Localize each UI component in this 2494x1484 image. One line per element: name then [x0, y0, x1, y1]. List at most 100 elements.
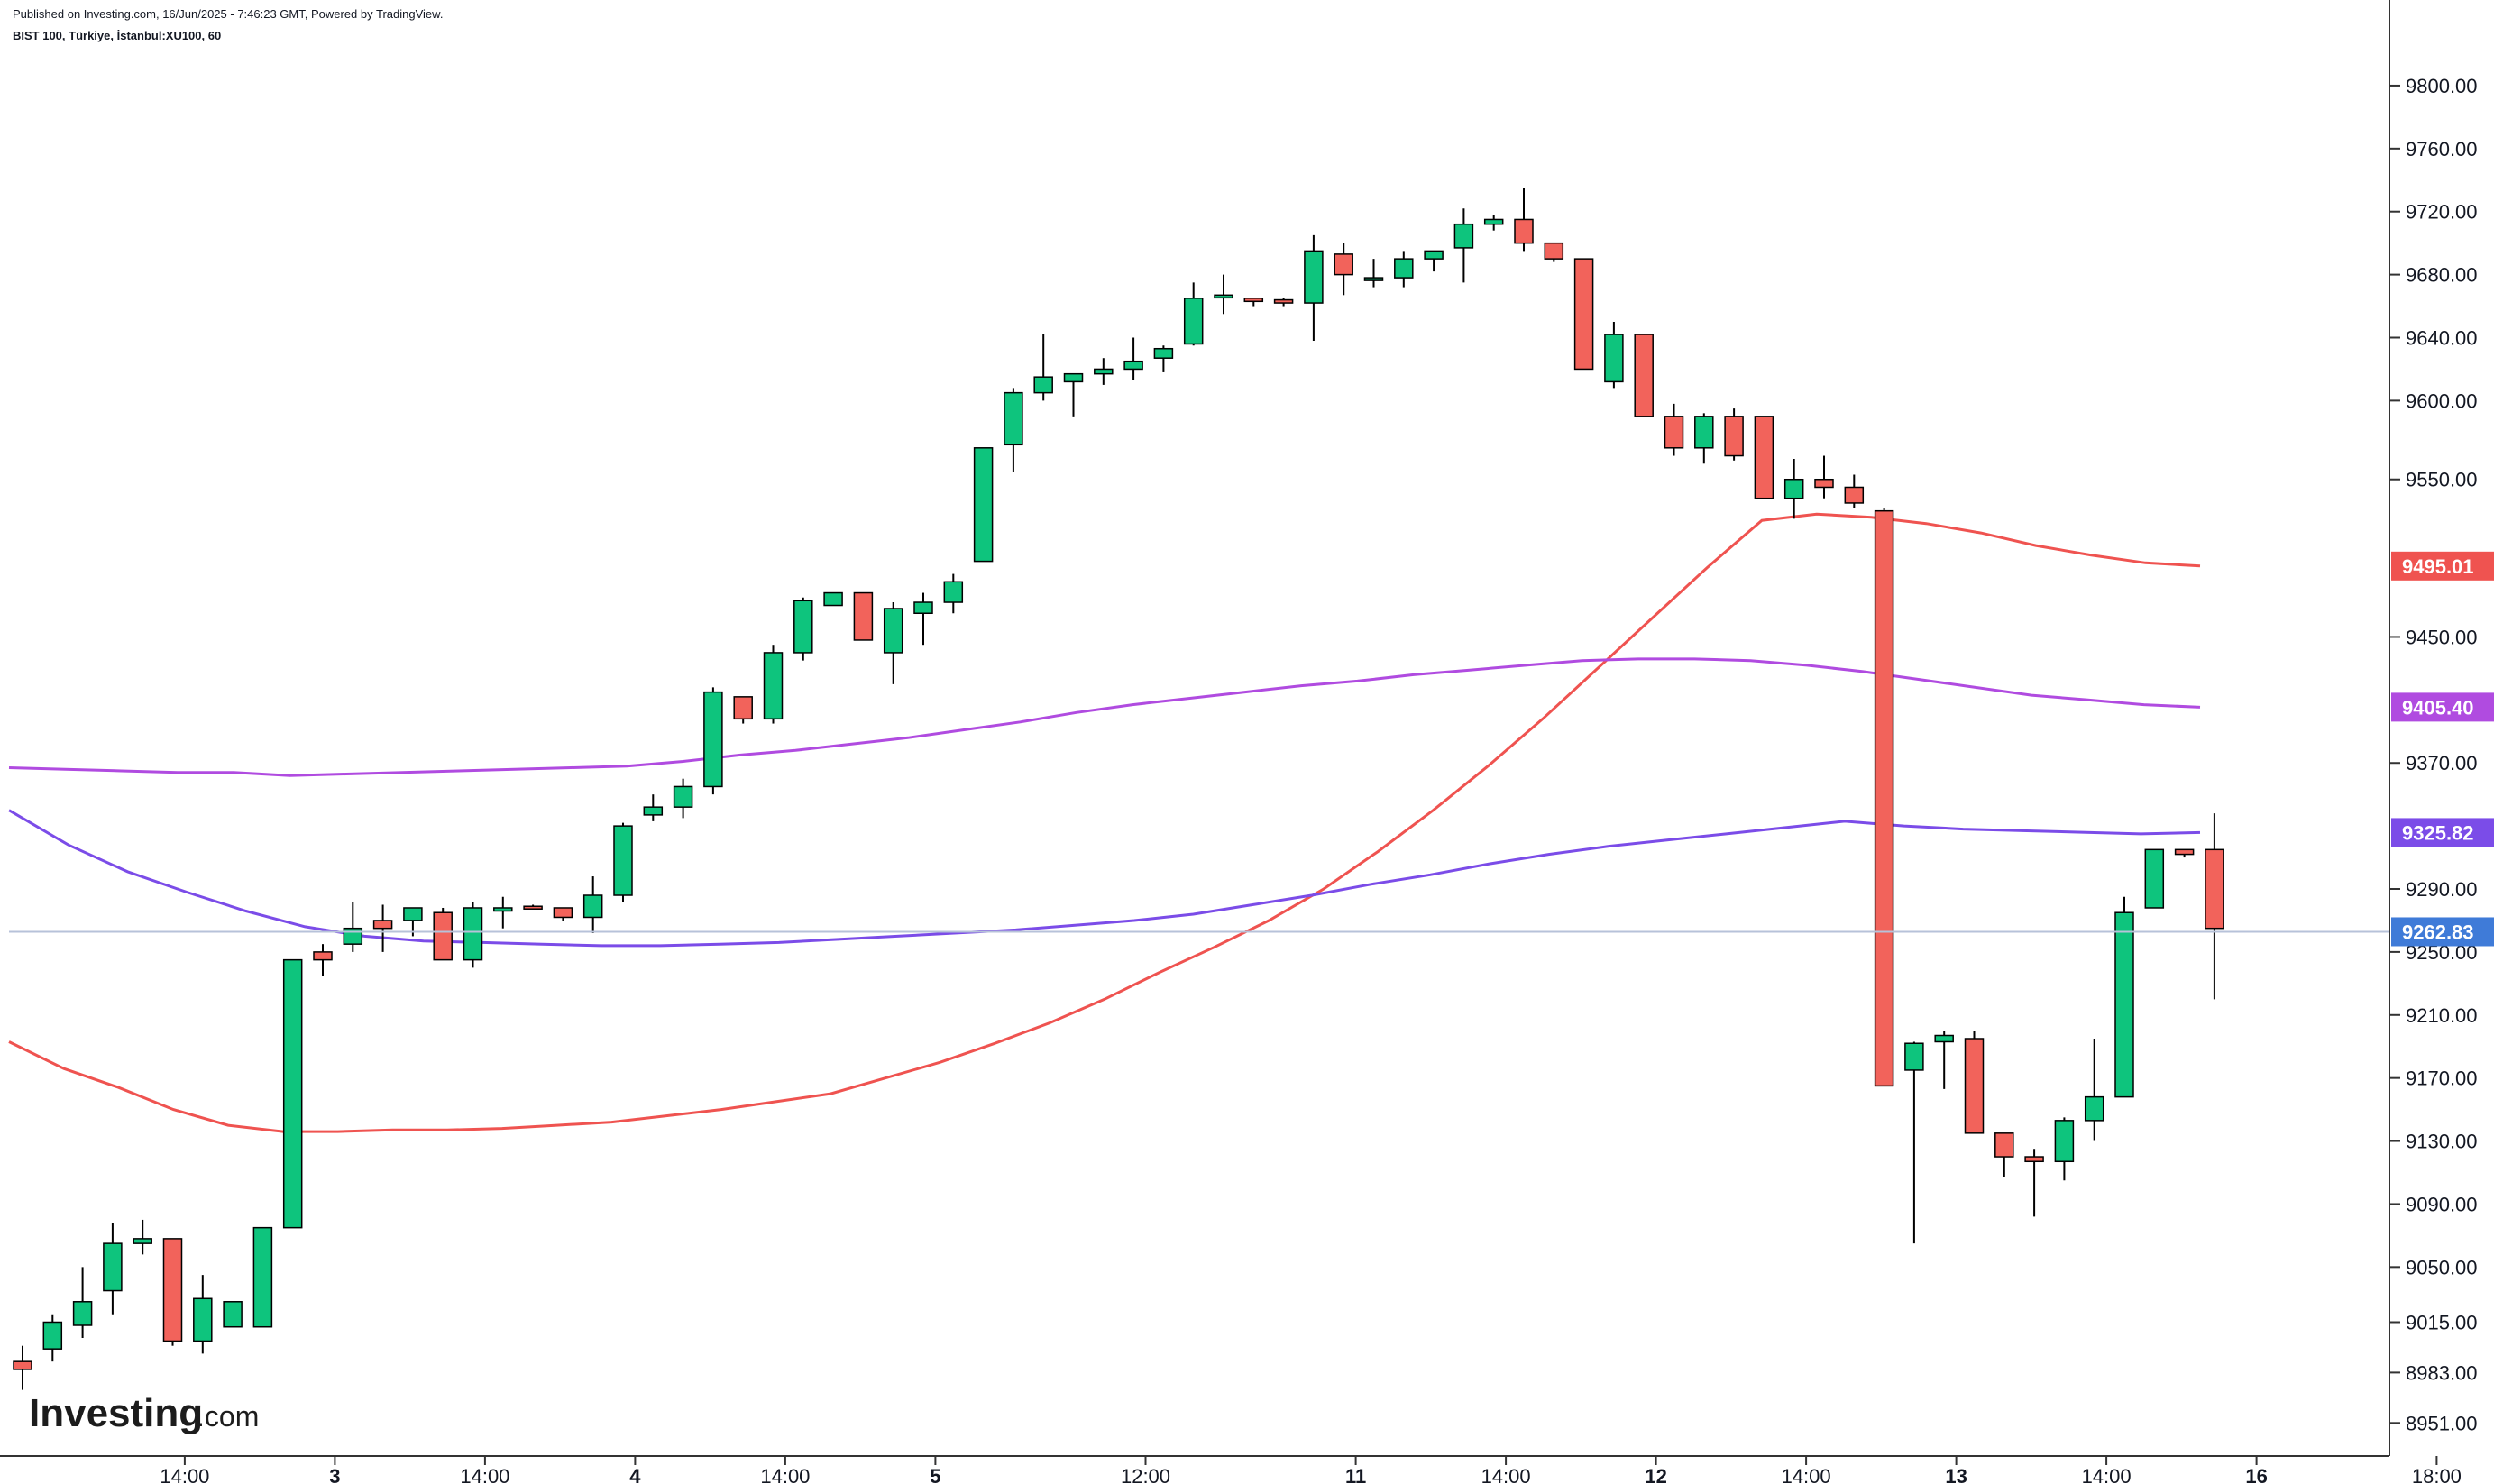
candle-body — [193, 1297, 213, 1342]
y-tick-label: 9170.00 — [2406, 1067, 2478, 1090]
candle-body — [1094, 368, 1114, 375]
x-tick-label: 14:00 — [760, 1465, 810, 1484]
candle-body — [103, 1242, 123, 1292]
candle-body — [1123, 360, 1143, 371]
candle-body — [2174, 848, 2195, 856]
candle-body — [613, 825, 633, 896]
y-tick-label: 9600.00 — [2406, 389, 2478, 412]
candle-body — [1243, 298, 1264, 303]
x-tick-label: 5 — [930, 1465, 940, 1484]
published-caption: Published on Investing.com, 16/Jun/2025 … — [13, 7, 444, 21]
candle-body — [433, 911, 453, 961]
candle-body — [2084, 1095, 2104, 1122]
candle-body — [1844, 486, 1865, 504]
candle-body — [582, 894, 603, 919]
candle-body — [463, 907, 483, 961]
price-badge-label: 9405.40 — [2402, 696, 2474, 719]
y-tick-label: 9290.00 — [2406, 878, 2478, 901]
y-tick-label: 9370.00 — [2406, 752, 2478, 774]
candle-body — [1634, 334, 1654, 417]
candle-body — [72, 1301, 93, 1326]
candle-body — [1964, 1038, 1985, 1134]
candle-body — [2024, 1156, 2044, 1163]
candle-body — [1004, 391, 1023, 446]
candle-body — [1153, 347, 1174, 359]
x-tick-label: 4 — [629, 1465, 641, 1484]
candle-body — [403, 907, 423, 921]
y-tick-label: 9130.00 — [2406, 1131, 2478, 1153]
candle-body — [1214, 294, 1233, 299]
candle-body — [1273, 298, 1294, 304]
y-tick-label: 9450.00 — [2406, 626, 2478, 648]
candle-body — [1334, 253, 1353, 276]
symbol-title: BIST 100, Türkiye, İstanbul:XU100, 60 — [13, 29, 222, 42]
y-tick-label: 9550.00 — [2406, 469, 2478, 491]
x-tick-label: 14:00 — [2082, 1465, 2132, 1484]
candle-body — [1424, 250, 1444, 260]
candle-body — [853, 591, 874, 641]
candle-body — [1994, 1132, 2014, 1158]
candle-body — [1694, 416, 1714, 449]
candle-body — [133, 1238, 152, 1244]
candle-body — [553, 907, 573, 919]
x-tick-label: 14:00 — [1481, 1465, 1531, 1484]
candle-body — [1874, 509, 1894, 1087]
x-tick-label: 12:00 — [1121, 1465, 1170, 1484]
candle-body — [973, 447, 994, 563]
y-tick-label: 9760.00 — [2406, 138, 2478, 160]
candle-body — [913, 601, 933, 615]
candle-body — [282, 958, 303, 1229]
x-tick-label: 14:00 — [160, 1465, 209, 1484]
candle-body — [493, 907, 513, 912]
candle-body — [223, 1301, 243, 1328]
x-tick-label: 12 — [1645, 1465, 1666, 1484]
x-tick-label: 13 — [1945, 1465, 1967, 1484]
candle-body — [1724, 416, 1744, 457]
time-axis: 14:00 3 14:00 4 14:00 5 12:00 11 14:00 12 14:00 13 1… — [0, 1455, 2462, 1484]
y-tick-label: 9800.00 — [2406, 75, 2478, 97]
price-badge — [2391, 692, 2494, 722]
price-badge-label: 9495.01 — [2402, 555, 2474, 578]
candle-body — [1814, 478, 1834, 489]
candle-body — [42, 1321, 63, 1350]
candle-body — [1934, 1034, 1954, 1043]
candle-body — [2144, 848, 2165, 909]
candle-body — [1453, 223, 1474, 249]
y-tick-label: 9680.00 — [2406, 264, 2478, 287]
price-badge — [2391, 551, 2494, 581]
candle-body — [252, 1226, 273, 1328]
candle-body — [1183, 298, 1204, 345]
candle-body — [1033, 376, 1053, 394]
candle-body — [343, 927, 363, 945]
x-tick-label: 11 — [1345, 1465, 1366, 1484]
candle-body — [13, 1360, 32, 1370]
candle-body — [1544, 242, 1564, 260]
y-tick-label: 9210.00 — [2406, 1004, 2478, 1027]
candle-body — [733, 696, 753, 720]
candle-body — [1394, 258, 1414, 279]
y-tick-label: 8983.00 — [2406, 1361, 2478, 1384]
candlestick-series — [9, 188, 2389, 1390]
candle-body — [1604, 334, 1624, 383]
candle-body — [2054, 1120, 2075, 1163]
candle-body — [162, 1238, 183, 1342]
x-tick-label: 18:00 — [2412, 1465, 2462, 1484]
candle-body — [1483, 218, 1504, 225]
candle-body — [673, 785, 693, 808]
candle-body — [523, 905, 543, 910]
price-badge-label: 9325.82 — [2402, 821, 2474, 844]
y-tick-label: 9090.00 — [2406, 1193, 2478, 1215]
moving-average-lines — [8, 512, 2201, 1133]
investing-logo: Investing .com — [29, 1391, 259, 1435]
logo-text: Investing — [29, 1391, 203, 1435]
candle-body — [883, 608, 903, 654]
candle-body — [1754, 416, 1774, 499]
candle-body — [1664, 416, 1684, 449]
y-tick-label: 8951.00 — [2406, 1412, 2478, 1434]
candle-body — [2205, 848, 2224, 930]
ma-line-2 — [8, 657, 2201, 777]
candle-body — [1304, 250, 1324, 304]
candle-body — [823, 591, 843, 607]
